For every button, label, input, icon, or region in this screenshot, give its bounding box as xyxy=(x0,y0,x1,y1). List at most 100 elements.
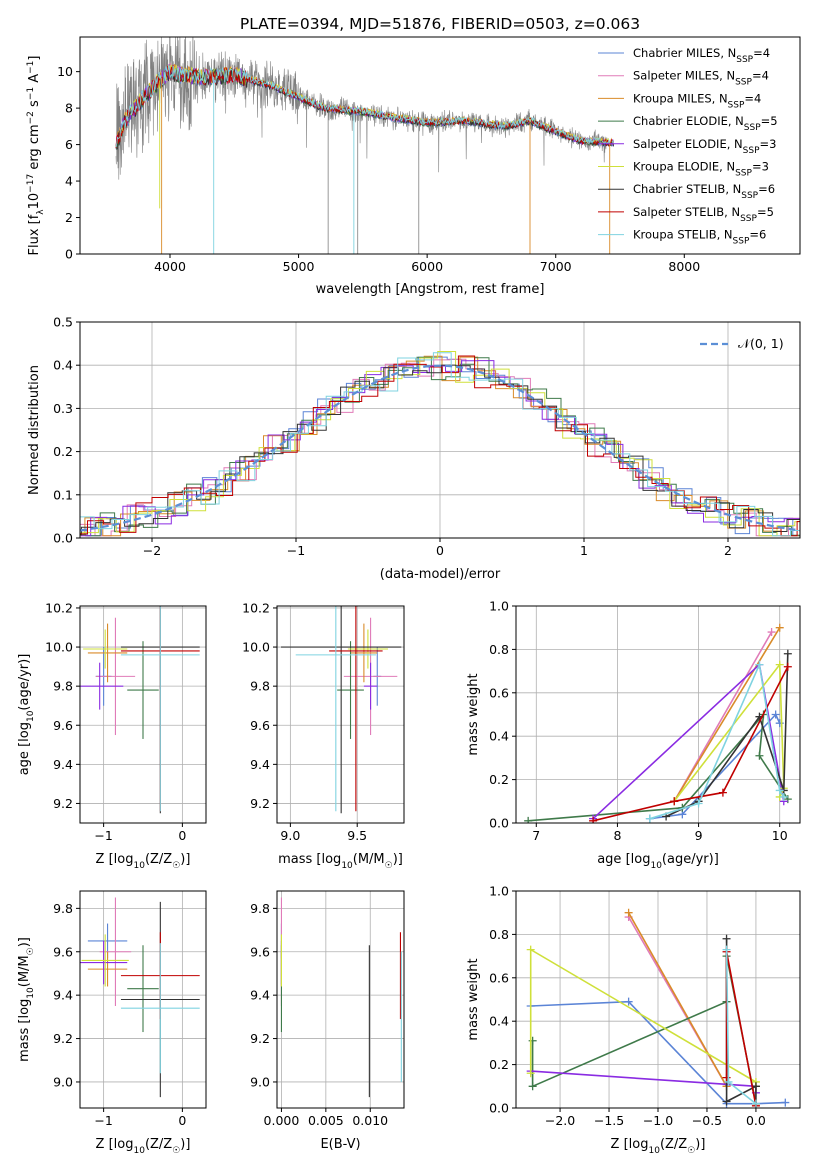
plot-area-mass-vs-ebv xyxy=(280,897,402,1098)
y-axis-label-part: λ xyxy=(36,209,46,215)
legend-entry: Chabrier STELIB, NSSP=6 xyxy=(633,182,775,201)
y-axis-label: Flux [fλ10−17 erg cm−2 s−1 A−1] xyxy=(26,56,46,256)
x-axis-label: age [log10(age/yr)] xyxy=(597,852,719,871)
panel-weight-vs-Z: −2.0 −1.5 −1.0 −0.5 0.0 0.0 0.2 0.4 0.6 0.8 1.0 Z [… xyxy=(466,884,801,1156)
errorbar-kroupa-elodie xyxy=(81,934,129,987)
errorbar-salpeter-stelib xyxy=(329,606,383,812)
errorbar-salpeter-elodie xyxy=(80,662,124,710)
marker-chabrier-stelib xyxy=(783,649,792,658)
x-tick-label: −1 xyxy=(287,543,305,558)
legend-entry-part: =6 xyxy=(758,182,775,196)
plot-area-age-vs-Z xyxy=(80,606,200,814)
x-tick-label: 0 xyxy=(178,1113,186,1128)
y-axis-label: mass weight xyxy=(466,673,481,755)
x-axis-label-part: 10 xyxy=(133,1146,145,1156)
y-tick-label: 0.3 xyxy=(53,401,73,416)
marker-salpeter-stelib xyxy=(589,816,598,823)
panel-residuals: −2 −1 0 1 2 0.0 0.1 0.2 0.3 0.4 0.5 𝒩(0, 1) (data-mo… xyxy=(27,315,801,582)
marker-chabrier-stelib xyxy=(722,1097,731,1106)
x-axis-label: wavelength [Angstrom, rest frame] xyxy=(316,282,545,297)
legend-entry-part: =6 xyxy=(749,228,766,242)
legend-entry-part: SSP xyxy=(744,123,761,133)
legend-entry: Chabrier ELODIE, NSSP=5 xyxy=(633,114,778,133)
y-tick-label: 10.2 xyxy=(45,600,73,615)
axes-frame xyxy=(276,605,405,824)
plot-area-spectrum xyxy=(115,37,614,254)
legend-entry-part: Chabrier ELODIE, N xyxy=(633,114,744,128)
legend-entry-part: SSP xyxy=(728,100,745,110)
y-tick-label: 10.0 xyxy=(45,640,73,655)
y-tick-label: 9.6 xyxy=(53,944,73,959)
x-tick-label: 8 xyxy=(613,828,621,843)
y-axis-label: Normed distribution xyxy=(27,365,42,495)
plot-area-mass-vs-Z xyxy=(80,897,200,1098)
legend-entry-part: Kroupa STELIB, N xyxy=(633,228,733,242)
marker-chabrier-stelib xyxy=(751,1082,760,1091)
x-axis-label: Z [log10(Z/Z☉)] xyxy=(611,1137,706,1156)
y-tick-label: 9.2 xyxy=(53,1031,73,1046)
y-tick-label: 0.5 xyxy=(53,315,73,330)
x-axis-label-part: Z [log xyxy=(96,1137,134,1152)
legend-entry-part: SSP xyxy=(735,169,752,179)
y-tick-label: 9.2 xyxy=(53,796,73,811)
y-axis-label-part: ☉ xyxy=(26,947,36,955)
x-axis-label: Z [log10(Z/Z☉)] xyxy=(96,1137,191,1156)
marker-salpeter-stelib xyxy=(783,662,792,671)
legend-entry-part: =3 xyxy=(752,160,769,174)
marker-kroupa-stelib xyxy=(724,1077,733,1086)
x-tick-label: 0 xyxy=(436,543,444,558)
y-tick-label: 0.0 xyxy=(53,531,73,546)
axes-frame xyxy=(79,36,801,255)
x-axis-label-part: mass [log xyxy=(278,852,341,867)
errorbar-kroupa-elodie xyxy=(83,629,128,669)
y-tick-label: 0 xyxy=(65,247,73,262)
marker-chabrier-stelib xyxy=(722,934,731,943)
errorbar-salpeter-elodie xyxy=(80,940,128,985)
x-axis-label-part: Z [log xyxy=(611,1137,649,1152)
marker-kroupa-stelib xyxy=(722,945,731,954)
errorbar-salpeter-elodie xyxy=(363,662,378,710)
x-tick-label: −1 xyxy=(94,828,112,843)
errorbar-kroupa-miles xyxy=(350,623,378,683)
plot-area-weight-vs-age xyxy=(524,623,792,823)
y-tick-label: 9.8 xyxy=(250,901,270,916)
y-axis-label-part: ] xyxy=(27,56,42,61)
axes-frame xyxy=(515,605,801,824)
marker-chabrier-miles xyxy=(781,1098,790,1107)
series-line-salpeter-stelib xyxy=(592,666,789,822)
x-tick-label: 9.5 xyxy=(347,828,367,843)
x-axis-label-part: (Z/Z xyxy=(145,852,172,867)
y-axis-label-part: 10 xyxy=(26,710,36,722)
legend-entry-part: Salpeter ELODIE, N xyxy=(633,137,743,151)
x-tick-label: −1.0 xyxy=(643,1113,673,1128)
histogram-kroupa-stelib xyxy=(80,352,800,537)
marker-chabrier-elodie xyxy=(783,795,792,804)
panel-spectrum: 4000 5000 6000 7000 8000 0 2 4 6 8 10 Chabrier MILE… xyxy=(26,36,801,297)
histogram-salpeter-stelib xyxy=(80,355,800,537)
y-axis-label-part: (age/yr)] xyxy=(17,654,32,711)
marker-kroupa-elodie xyxy=(526,1069,535,1078)
marker-salpeter-stelib xyxy=(718,788,727,797)
y-tick-label: 10 xyxy=(57,64,73,79)
x-tick-label: −2 xyxy=(143,543,161,558)
legend-entry-part: SSP xyxy=(740,214,757,224)
legend-entry: Kroupa MILES, NSSP=4 xyxy=(633,91,761,110)
x-axis-label-part: 10 xyxy=(341,861,353,871)
y-axis-label-part: Flux [f xyxy=(27,214,42,255)
x-axis-label-part: )] xyxy=(393,852,403,867)
y-tick-label: 0.2 xyxy=(489,1057,509,1072)
x-axis-label-part: ☉ xyxy=(172,1146,180,1156)
x-axis-label-part: )] xyxy=(180,852,190,867)
errorbar-chabrier-stelib xyxy=(281,606,402,814)
panel-age-vs-Z: −1 09.29.49.69.810.010.2Z [log10(Z/Z☉)]ag… xyxy=(17,600,207,871)
x-tick-label: −0.5 xyxy=(692,1113,722,1128)
y-axis-label: mass weight xyxy=(466,958,481,1040)
y-tick-label: 6 xyxy=(65,137,73,152)
y-axis-label: age [log10(age/yr)] xyxy=(17,654,36,776)
y-axis-label-part: −1 xyxy=(26,87,36,100)
legend-entry: Chabrier MILES, NSSP=4 xyxy=(633,46,770,65)
x-tick-label: 0.0 xyxy=(746,1113,766,1128)
marker-chabrier-miles xyxy=(771,710,780,719)
x-tick-label: −1.5 xyxy=(594,1113,624,1128)
